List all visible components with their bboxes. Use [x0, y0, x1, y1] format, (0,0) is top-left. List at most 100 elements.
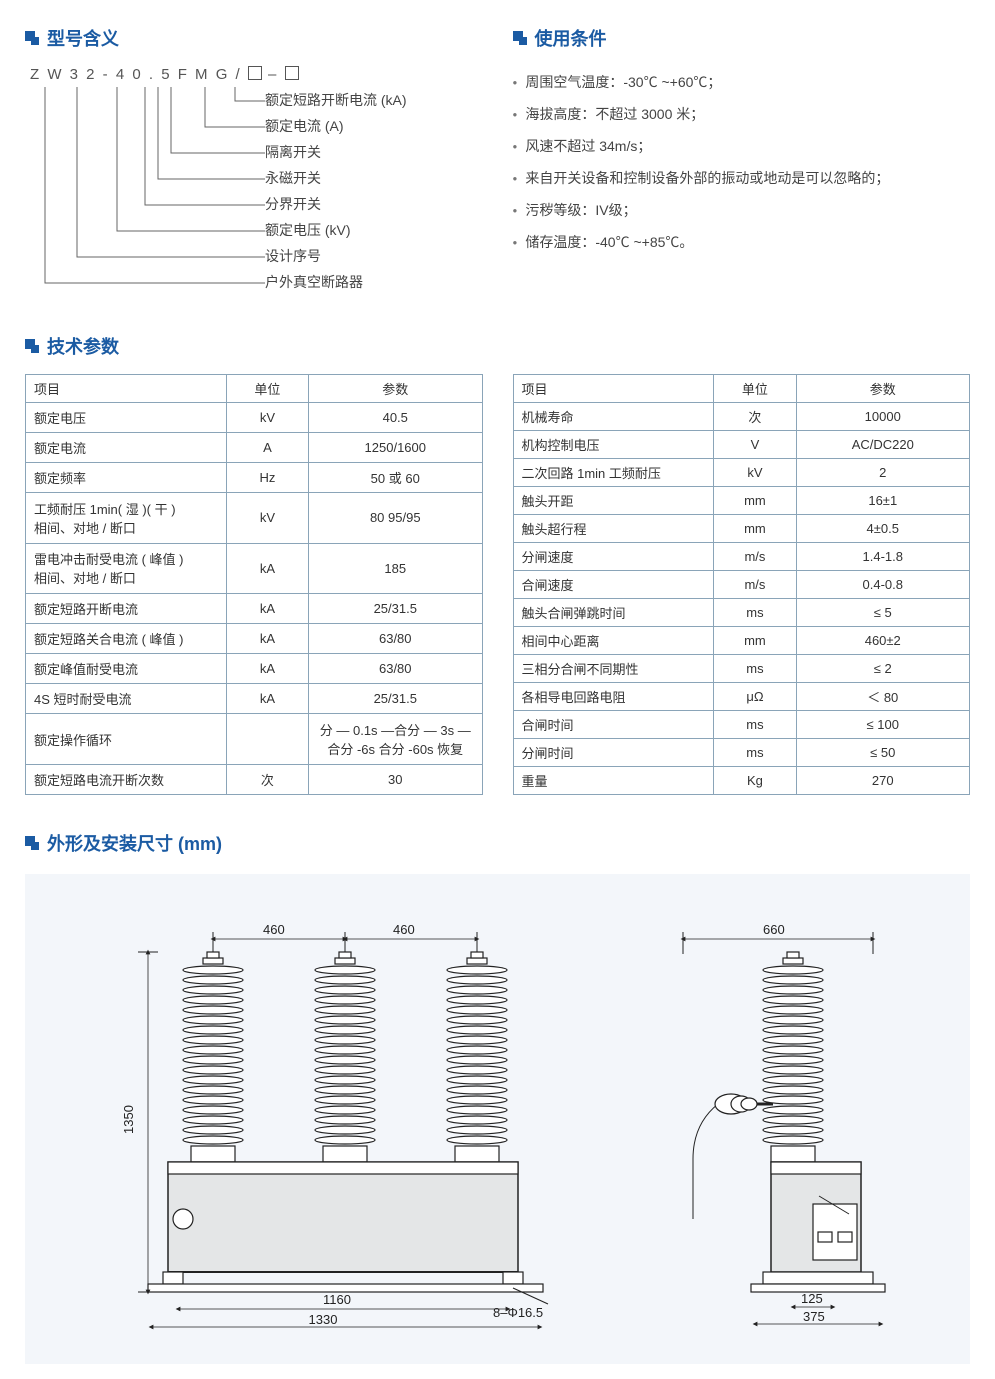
- decode-label: 永磁开关: [265, 165, 407, 191]
- table-row: 额定短路开断电流kA25/31.5: [26, 594, 483, 624]
- table-row: 4S 短时耐受电流kA25/31.5: [26, 684, 483, 714]
- cell-unit: ms: [714, 655, 796, 683]
- dimensions-figure: 460 460 1350 1160 1330: [25, 874, 970, 1364]
- table-row: 机构控制电压VAC/DC220: [513, 431, 970, 459]
- cell-value: 16±1: [796, 487, 969, 515]
- th-unit: 单位: [714, 375, 796, 403]
- cell-value: AC/DC220: [796, 431, 969, 459]
- cell-unit: kA: [226, 624, 308, 654]
- usage-item: 储存温度：-40℃ ~+85℃。: [513, 226, 971, 258]
- square-bullet-icon: [25, 31, 39, 45]
- cell-unit: ms: [714, 739, 796, 767]
- table-row: 触头合闸弹跳时间ms≤ 5: [513, 599, 970, 627]
- table-row: 工频耐压 1min( 湿 )( 干 )相间、对地 / 断口kV80 95/95: [26, 493, 483, 543]
- cell-value: 63/80: [309, 624, 482, 654]
- cell-unit: kA: [226, 654, 308, 684]
- cell-item: 雷电冲击耐受电流 ( 峰值 )相间、对地 / 断口: [26, 543, 227, 593]
- th-value: 参数: [796, 375, 969, 403]
- cell-item: 相间中心距离: [513, 627, 714, 655]
- cell-item: 合闸时间: [513, 711, 714, 739]
- cell-value: 2: [796, 459, 969, 487]
- cell-item: 额定短路关合电流 ( 峰值 ): [26, 624, 227, 654]
- cell-value: ≤ 5: [796, 599, 969, 627]
- cell-value: 80 95/95: [309, 493, 482, 543]
- cell-item: 额定短路开断电流: [26, 594, 227, 624]
- cell-value: 4±0.5: [796, 515, 969, 543]
- usage-title: 使用条件: [535, 25, 607, 51]
- cell-value: 185: [309, 543, 482, 593]
- dim-125: 125: [801, 1291, 823, 1306]
- cell-value: 分 — 0.1s —合分 — 3s —合分 -6s 合分 -60s 恢复: [309, 714, 482, 764]
- dim-1330: 1330: [308, 1312, 337, 1327]
- dim-1350: 1350: [121, 1105, 136, 1134]
- th-unit: 单位: [226, 375, 308, 403]
- cell-item: 额定峰值耐受电流: [26, 654, 227, 684]
- usage-conditions-list: 周围空气温度：-30℃ ~+60℃； 海拔高度：不超过 3000 米； 风速不超…: [513, 66, 971, 258]
- model-code-block: Z W 3 2 - 4 0 . 5 F M G / –: [25, 66, 483, 303]
- dim-660: 660: [763, 922, 785, 937]
- cell-item: 机械寿命: [513, 403, 714, 431]
- cell-unit: kV: [226, 493, 308, 543]
- cell-unit: m/s: [714, 571, 796, 599]
- cell-unit: 次: [714, 403, 796, 431]
- table-row: 机械寿命次10000: [513, 403, 970, 431]
- cell-value: ≤ 100: [796, 711, 969, 739]
- cell-item: 触头合闸弹跳时间: [513, 599, 714, 627]
- cell-unit: kV: [226, 403, 308, 433]
- cell-unit: m/s: [714, 543, 796, 571]
- square-bullet-icon: [25, 339, 39, 353]
- table-row: 三相分合闸不同期性ms≤ 2: [513, 655, 970, 683]
- cell-value: 1250/1600: [309, 433, 482, 463]
- front-view-drawing: 460 460 1350 1160 1330: [93, 904, 553, 1334]
- decode-label: 隔离开关: [265, 139, 407, 165]
- cell-item: 额定电流: [26, 433, 227, 463]
- table-row: 合闸时间ms≤ 100: [513, 711, 970, 739]
- cell-item: 三相分合闸不同期性: [513, 655, 714, 683]
- cell-item: 重量: [513, 767, 714, 795]
- cell-unit: kA: [226, 684, 308, 714]
- table-row: 分闸时间ms≤ 50: [513, 739, 970, 767]
- dim-bolt: 8–Φ16.5: [493, 1305, 543, 1320]
- table-row: 雷电冲击耐受电流 ( 峰值 )相间、对地 / 断口kA185: [26, 543, 483, 593]
- decode-label: 设计序号: [265, 243, 407, 269]
- cell-value: 63/80: [309, 654, 482, 684]
- model-decode-lines-icon: [25, 87, 265, 303]
- cell-unit: ms: [714, 711, 796, 739]
- table-row: 额定电压kV40.5: [26, 403, 483, 433]
- dims-title: 外形及安装尺寸 (mm): [47, 830, 222, 856]
- section-header-dims: 外形及安装尺寸 (mm): [25, 830, 970, 856]
- table-row: 额定电流A1250/1600: [26, 433, 483, 463]
- decode-label: 分界开关: [265, 191, 407, 217]
- table-row: 触头超行程mm4±0.5: [513, 515, 970, 543]
- cell-item: 合闸速度: [513, 571, 714, 599]
- cell-item: 二次回路 1min 工频耐压: [513, 459, 714, 487]
- tech-title: 技术参数: [47, 333, 119, 359]
- cell-unit: Kg: [714, 767, 796, 795]
- decode-label: 额定电流 (A): [265, 113, 407, 139]
- table-row: 各相导电回路电阻μΩ＜ 80: [513, 683, 970, 711]
- cell-unit: kA: [226, 543, 308, 593]
- cell-value: ≤ 50: [796, 739, 969, 767]
- cell-value: 50 或 60: [309, 463, 482, 493]
- decode-label: 额定电压 (kV): [265, 217, 407, 243]
- table-row: 额定峰值耐受电流kA63/80: [26, 654, 483, 684]
- th-value: 参数: [309, 375, 482, 403]
- th-item: 项目: [513, 375, 714, 403]
- cell-value: 30: [309, 764, 482, 794]
- table-row: 额定短路关合电流 ( 峰值 )kA63/80: [26, 624, 483, 654]
- cell-unit: [226, 714, 308, 764]
- cell-unit: kA: [226, 594, 308, 624]
- cell-unit: mm: [714, 627, 796, 655]
- usage-item: 周围空气温度：-30℃ ~+60℃；: [513, 66, 971, 98]
- table-row: 合闸速度m/s0.4-0.8: [513, 571, 970, 599]
- cell-item: 额定短路电流开断次数: [26, 764, 227, 794]
- cell-unit: ms: [714, 599, 796, 627]
- section-header-tech: 技术参数: [25, 333, 970, 359]
- cell-item: 分闸速度: [513, 543, 714, 571]
- model-meaning-title: 型号含义: [47, 25, 119, 51]
- table-row: 二次回路 1min 工频耐压kV2: [513, 459, 970, 487]
- cell-item: 额定频率: [26, 463, 227, 493]
- cell-unit: mm: [714, 487, 796, 515]
- dim-460b: 460: [393, 922, 415, 937]
- cell-unit: Hz: [226, 463, 308, 493]
